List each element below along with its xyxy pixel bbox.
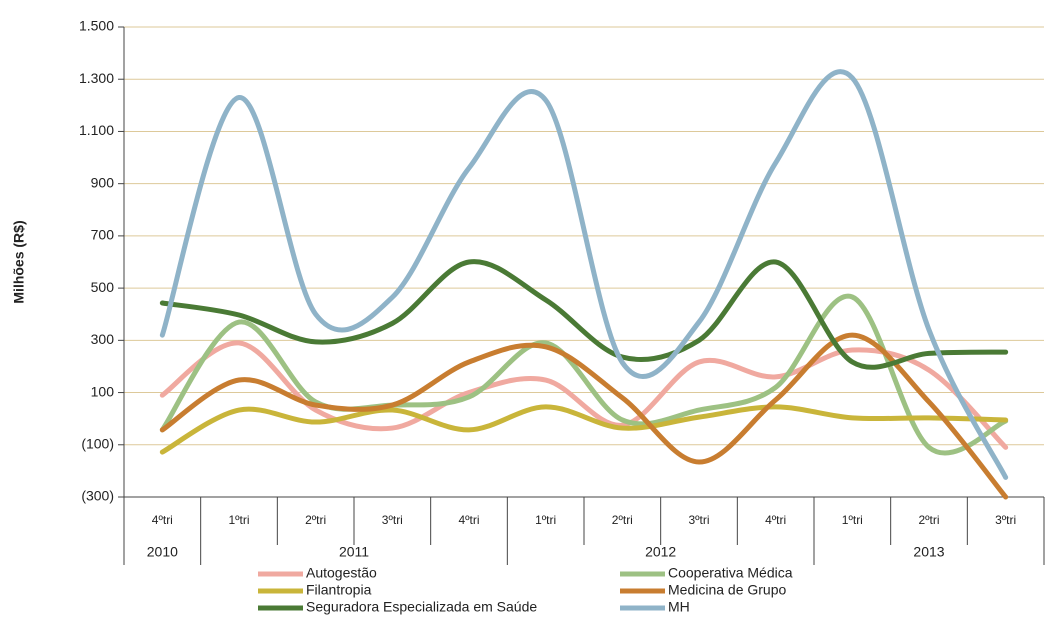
y-tick-label: 1.500 — [79, 18, 114, 34]
x-tick-label: 3ºtri — [382, 513, 403, 527]
x-tick-label: 2ºtri — [305, 513, 326, 527]
series-line — [159, 340, 1009, 450]
x-tick-label: 4ºtri — [458, 513, 479, 527]
y-tick-label: 300 — [91, 331, 115, 347]
year-label: 2012 — [645, 544, 676, 560]
x-tick-label: 2ºtri — [918, 513, 939, 527]
year-label: 2011 — [339, 544, 369, 560]
series-line — [159, 332, 1009, 500]
y-tick-label: (300) — [81, 488, 114, 504]
year-label: 2013 — [913, 544, 944, 560]
legend-label: MH — [668, 599, 690, 615]
legend-label: Autogestão — [306, 565, 377, 581]
series-line — [159, 69, 1009, 480]
y-tick-label: 100 — [91, 383, 115, 399]
x-tick-label: 3ºtri — [688, 513, 709, 527]
series-line — [159, 404, 1009, 455]
y-tick-label: 700 — [91, 227, 115, 243]
legend-label: Medicina de Grupo — [668, 582, 787, 598]
x-tick-label: 2ºtri — [612, 513, 633, 527]
x-tick-label: 3ºtri — [995, 513, 1016, 527]
x-tick-label: 1ºtri — [535, 513, 556, 527]
x-tick-label: 4ºtri — [152, 513, 173, 527]
x-tick-label: 1ºtri — [228, 513, 249, 527]
legend-label: Cooperativa Médica — [668, 565, 793, 581]
legend-label: Filantropia — [306, 582, 372, 598]
series-line — [159, 259, 1009, 370]
legend-label: Seguradora Especializada em Saúde — [306, 599, 537, 615]
y-tick-label: (100) — [81, 435, 114, 451]
year-label: 2010 — [147, 544, 178, 560]
x-tick-label: 4ºtri — [765, 513, 786, 527]
y-tick-label: 900 — [91, 174, 115, 190]
y-tick-label: 1.300 — [79, 70, 114, 86]
y-axis-label: Milhões (R$) — [11, 220, 27, 303]
y-tick-label: 1.100 — [79, 122, 114, 138]
y-tick-label: 500 — [91, 279, 115, 295]
x-tick-label: 1ºtri — [842, 513, 863, 527]
series-line — [159, 293, 1009, 456]
